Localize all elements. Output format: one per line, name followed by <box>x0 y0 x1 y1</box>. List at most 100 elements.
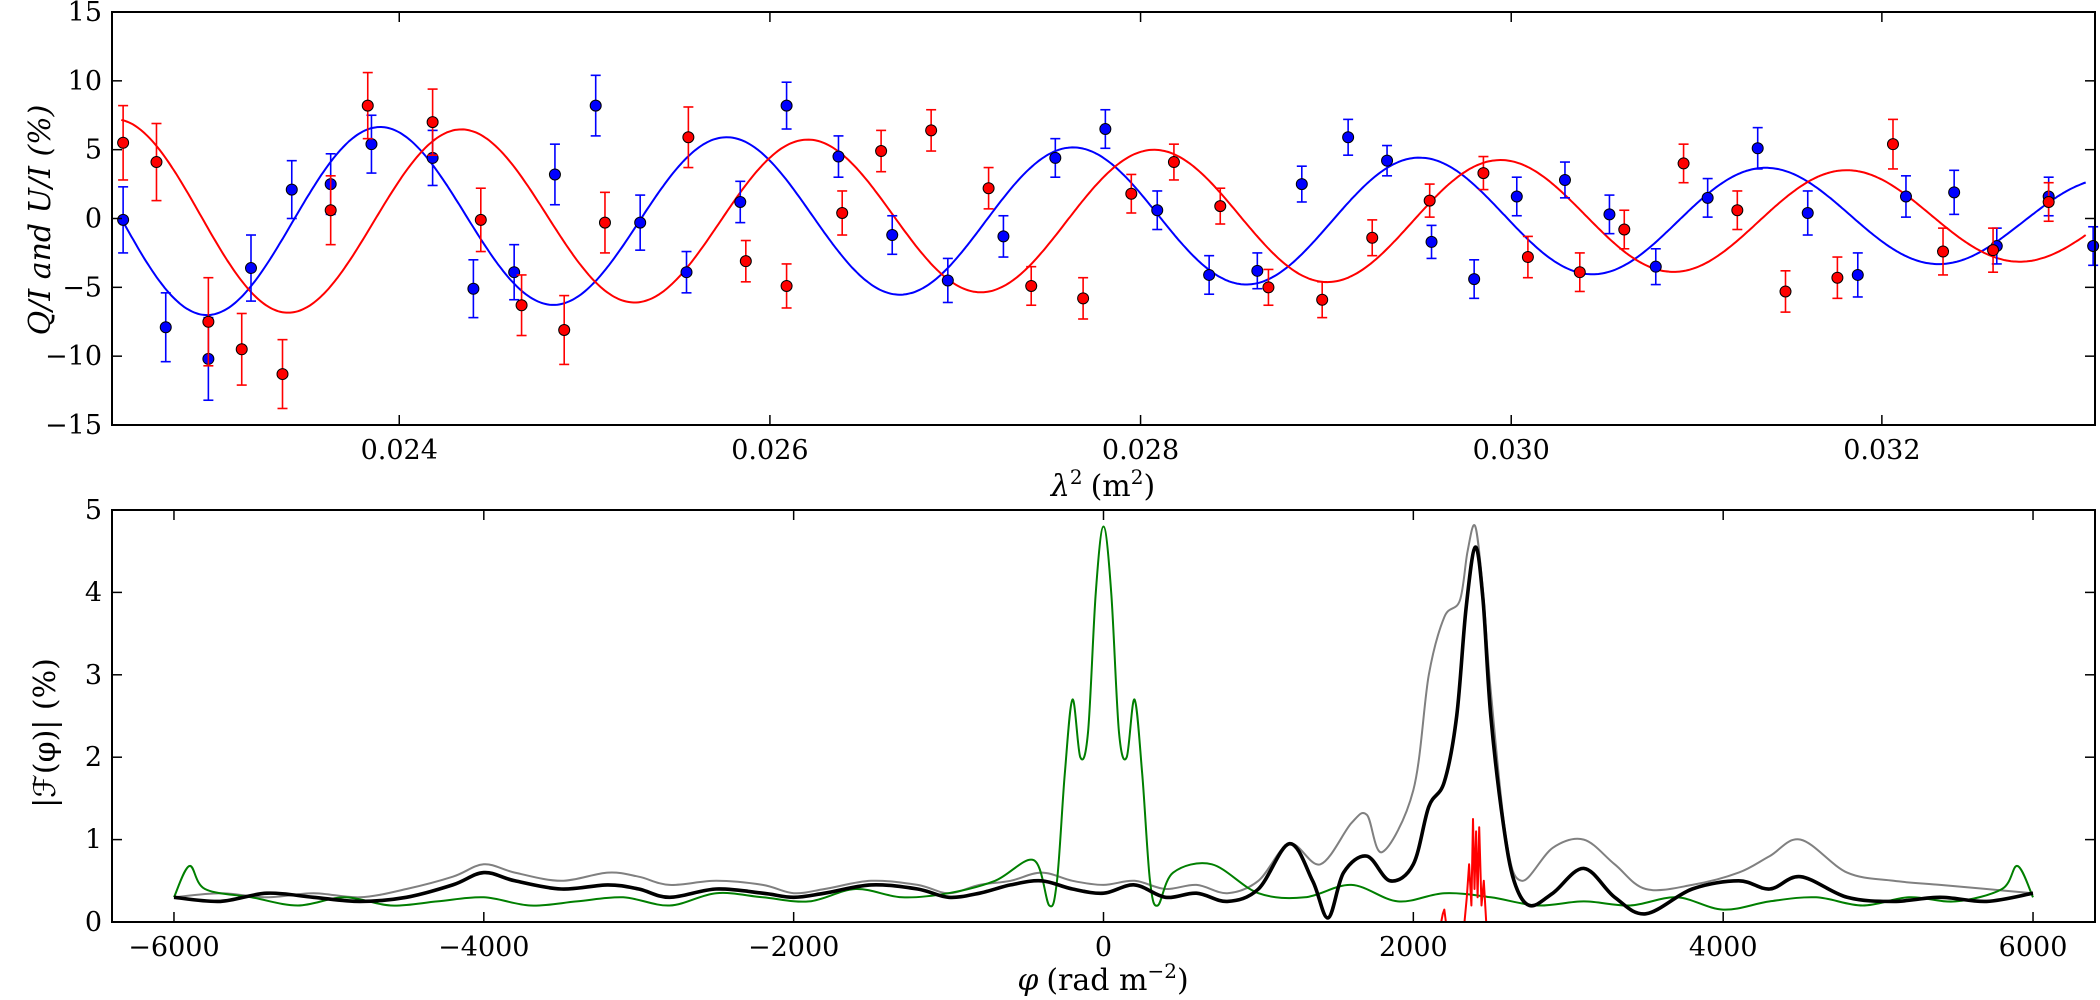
top-blue-point <box>1649 260 1662 273</box>
top-blue-point <box>589 99 602 112</box>
top-red-point <box>117 136 130 149</box>
top-blue-point <box>1295 178 1308 191</box>
top-blue-point <box>997 230 1010 243</box>
top-blue-point <box>548 168 561 181</box>
bottom-black-line <box>173 545 2034 920</box>
top-blue-point <box>285 183 298 196</box>
top-blue-point <box>1851 268 1864 281</box>
top-red-fit-curve <box>120 118 2087 314</box>
top-blue-point <box>1425 235 1438 248</box>
bottom-axes-frame <box>111 509 2096 923</box>
top-blue-point <box>941 274 954 287</box>
top-red-point <box>324 204 337 217</box>
top-blue-point <box>1381 154 1394 167</box>
bottom-panel: −6000 −4000 −2000 0 2000 4000 6000 0 1 2 3 4 5 |ℱ(φ)… <box>28 495 2096 998</box>
bottom-green-line <box>173 525 2034 911</box>
top-red-point <box>1477 167 1490 180</box>
top-red-point <box>474 213 487 226</box>
top-blue-point <box>117 213 130 226</box>
top-blue-point <box>1049 151 1062 164</box>
top-red-point <box>276 368 289 381</box>
top-red-point <box>682 131 695 144</box>
top-red-point <box>1573 266 1586 279</box>
top-red-point <box>1366 231 1379 244</box>
top-red-point <box>515 299 528 312</box>
top-red-point <box>1077 292 1090 305</box>
top-blue-point <box>159 321 172 334</box>
top-red-point <box>1025 279 1038 292</box>
top-red-point <box>1779 285 1792 298</box>
top-blue-point <box>1468 273 1481 286</box>
top-blue-point <box>1203 268 1216 281</box>
top-blue-fit-curve <box>120 125 2087 317</box>
top-blue-point <box>886 229 899 242</box>
top-blue-point <box>1342 131 1355 144</box>
top-blue-point <box>1751 142 1764 155</box>
top-x-tick-label: 0.030 <box>1473 435 1550 466</box>
top-y-tick-label: 10 <box>68 66 102 97</box>
top-blue-point <box>244 262 257 275</box>
top-x-tick-label: 0.026 <box>731 435 808 466</box>
top-blue-point <box>508 266 521 279</box>
bottom-red-components <box>1440 818 1488 923</box>
top-red-point <box>925 124 938 137</box>
top-red-point <box>739 255 752 268</box>
bottom-y-tick-label: 4 <box>85 577 102 608</box>
top-x-tick-label: 0.024 <box>361 435 438 466</box>
top-red-point <box>598 216 611 229</box>
top-blue-point <box>467 282 480 295</box>
top-red-point <box>1125 187 1138 200</box>
top-blue-point <box>1251 264 1264 277</box>
top-red-point <box>1262 281 1275 294</box>
top-blue-point <box>734 195 747 208</box>
top-blue-point <box>1801 206 1814 219</box>
top-blue-point <box>365 138 378 151</box>
top-x-axis-label: λ2 (m2) <box>1050 465 1155 504</box>
top-panel: 0.024 0.026 0.028 0.030 0.032−15−10−5051015 … <box>23 0 2100 504</box>
top-red-point <box>426 116 439 129</box>
bottom-axes: −6000 −4000 −2000 0 2000 4000 6000 0 1 2 3 4 5 <box>85 495 2096 963</box>
bottom-x-tick-label: −4000 <box>438 932 529 963</box>
top-red-point <box>2042 195 2055 208</box>
top-red-point <box>1521 251 1534 264</box>
top-y-tick-label: 15 <box>68 0 102 28</box>
top-blue-point <box>1151 204 1164 217</box>
top-axes: 0.024 0.026 0.028 0.030 0.032 −15 −10 −5 0 5 10 15 <box>45 0 2096 466</box>
bottom-x-tick-label: 6000 <box>1999 932 2068 963</box>
top-blue-point <box>634 216 647 229</box>
top-red-point <box>1987 244 2000 257</box>
top-blue-point <box>1948 186 1961 199</box>
top-red-point <box>875 145 888 158</box>
top-red-point <box>202 315 215 328</box>
top-red-point <box>982 182 995 195</box>
top-red-point <box>235 343 248 356</box>
top-red-point <box>836 206 849 219</box>
bottom-y-tick-label: 0 <box>85 907 102 938</box>
top-red-point <box>1316 293 1329 306</box>
top-y-tick-label: −5 <box>62 272 102 303</box>
top-x-tick-label: 0.032 <box>1843 435 1920 466</box>
bottom-y-axis-label: |ℱ(φ)| (%) <box>28 658 63 808</box>
top-blue-point <box>1701 191 1714 204</box>
bottom-plot-area <box>173 524 2034 923</box>
bottom-x-tick-label: 4000 <box>1689 932 1758 963</box>
top-plot-area <box>117 71 2100 410</box>
top-red-point <box>780 279 793 292</box>
top-red-point <box>150 156 163 169</box>
top-blue-point <box>1510 190 1523 203</box>
top-blue-point <box>832 150 845 163</box>
top-red-point <box>558 324 571 337</box>
top-red-point <box>1167 156 1180 169</box>
bottom-x-tick-label: −6000 <box>128 932 219 963</box>
top-red-point <box>1423 194 1436 207</box>
top-blue-point <box>780 99 793 112</box>
top-blue-point <box>1899 190 1912 203</box>
top-red-point <box>361 99 374 112</box>
top-blue-point <box>1099 123 1112 136</box>
bottom-x-tick-label: −2000 <box>748 932 839 963</box>
top-y-tick-label: −15 <box>45 410 102 441</box>
top-red-point <box>1618 223 1631 236</box>
top-red-point <box>1677 157 1690 170</box>
bottom-y-tick-label: 5 <box>85 495 102 526</box>
